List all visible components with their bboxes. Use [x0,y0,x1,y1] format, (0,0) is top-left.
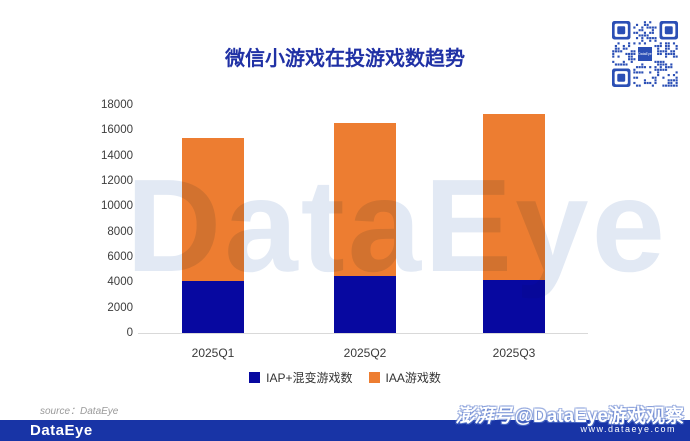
legend-label: IAP+混变游戏数 [266,371,353,385]
legend-swatch [368,372,380,383]
bar-segment-iaa-2025Q3 [483,113,545,280]
y-tick-label: 8000 [107,225,133,238]
source-note: source：DataEye [40,406,119,417]
bar-segment-iaa-2025Q1 [182,137,244,282]
footer-bar: DataEye [0,420,690,441]
pengpai-account-watermark: 澎湃号 @DataEye游戏观察 [455,401,684,428]
y-tick-label: 14000 [101,149,133,162]
y-tick-label: 18000 [101,99,133,111]
qr-center-logo: DataEye [637,46,653,62]
legend-label: IAA游戏数 [385,371,441,385]
bar-segment-iap-2025Q2 [334,276,396,333]
y-tick-label: 4000 [107,276,133,289]
qr-pattern [612,21,678,87]
y-tick-label: 2000 [107,301,133,314]
y-tick-label: 10000 [101,200,133,213]
legend: IAP+混变游戏数 IAA游戏数 [0,369,690,386]
dataeye-logo: DataEye [30,422,93,439]
x-tick-label: 2025Q3 [492,346,536,360]
x-tick-label: 2025Q2 [343,346,387,360]
bar-segment-iaa-2025Q2 [334,122,396,276]
x-axis-line [138,333,588,334]
legend-swatch [249,372,261,383]
bar-segment-iap-2025Q1 [182,281,244,333]
legend-item: IAP+混变游戏数 [249,369,353,386]
chart-title: 微信小游戏在投游戏数趋势 [225,48,465,70]
website-url: www.dataeye.com [580,424,676,434]
bar-segment-iap-2025Q3 [483,279,545,333]
qr-code: DataEye [612,21,678,87]
y-tick-label: 0 [126,327,133,339]
y-tick-label: 12000 [101,175,133,187]
x-tick-label: 2025Q1 [191,346,235,360]
y-tick-label: 16000 [101,124,133,137]
y-tick-label: 6000 [107,251,133,263]
account-name: @DataEye游戏观察 [514,406,684,427]
legend-item: IAA游戏数 [368,369,441,386]
pengpai-logo: 澎湃号 [455,406,513,427]
